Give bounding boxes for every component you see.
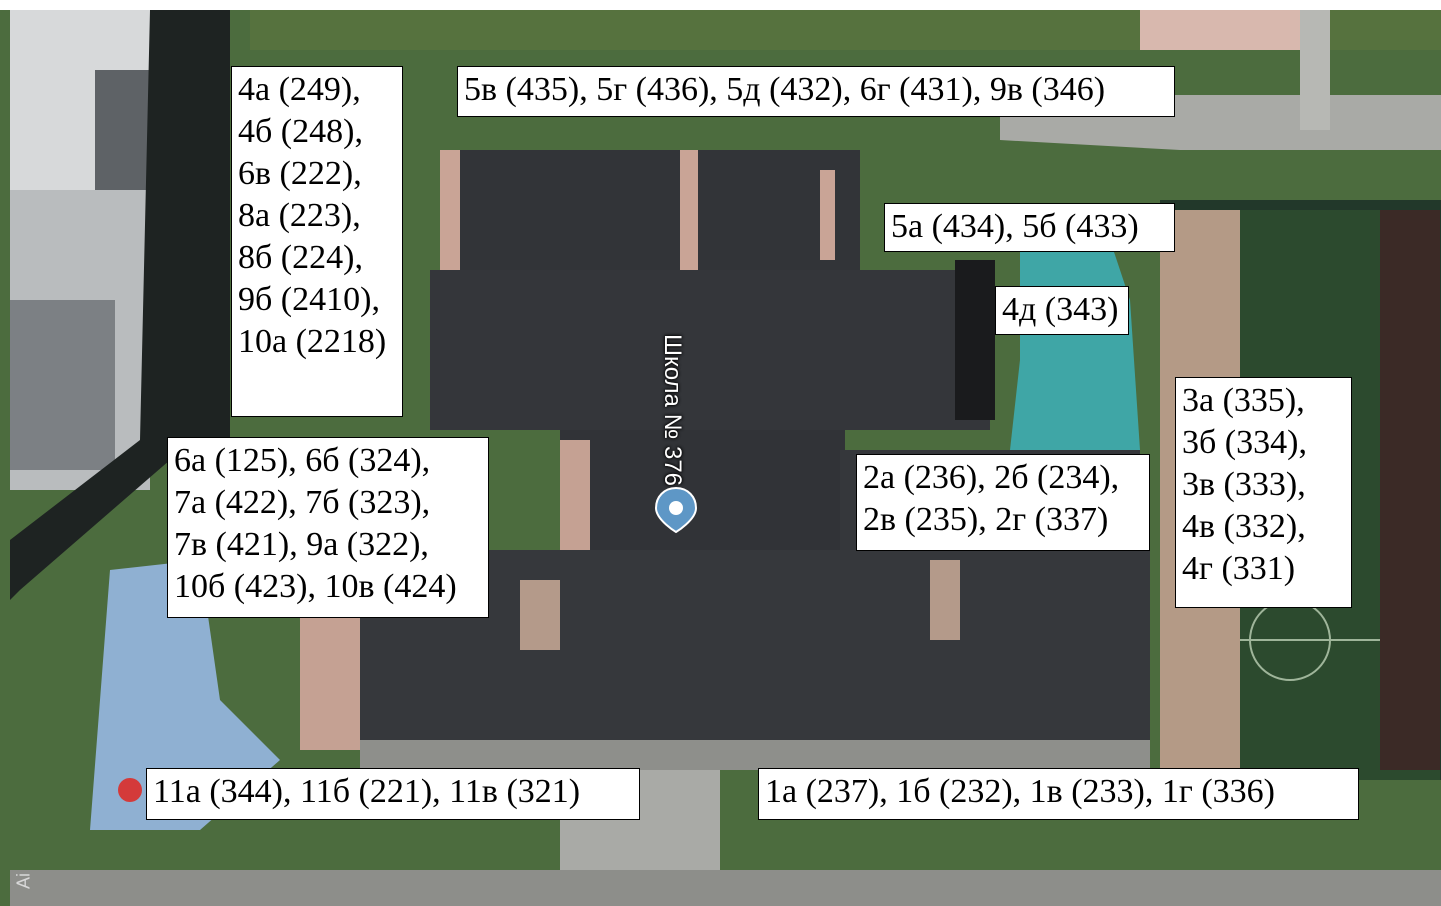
classroom-label-bottom-left: 11а (344), 11б (221), 11в (321) bbox=[146, 768, 640, 820]
map-attribution: Ai bbox=[13, 872, 34, 890]
school-pin-icon[interactable] bbox=[654, 486, 698, 534]
classroom-label-top-center: 5в (435), 5г (436), 5д (432), 6г (431), … bbox=[457, 66, 1175, 117]
classroom-label-right-middle: 4д (343) bbox=[995, 286, 1129, 335]
classroom-label-right-upper: 5а (434), 5б (433) bbox=[884, 203, 1175, 252]
classroom-label-top-left: 4а (249), 4б (248), 6в (222), 8а (223), … bbox=[231, 66, 403, 417]
classroom-label-left-middle: 6а (125), 6б (324), 7а (422), 7б (323), … bbox=[167, 437, 489, 618]
school-name-label: Школа № 376 bbox=[659, 333, 686, 487]
classroom-label-bottom-right: 1а (237), 1б (232), 1в (233), 1г (336) bbox=[758, 768, 1359, 820]
playground-left[interactable] bbox=[90, 560, 280, 830]
classroom-label-far-right: 3а (335), 3б (334), 3в (333), 4в (332), … bbox=[1175, 377, 1352, 608]
classroom-label-center: 2а (236), 2б (234), 2в (235), 2г (337) bbox=[856, 454, 1150, 551]
playground-right[interactable] bbox=[1010, 240, 1140, 450]
